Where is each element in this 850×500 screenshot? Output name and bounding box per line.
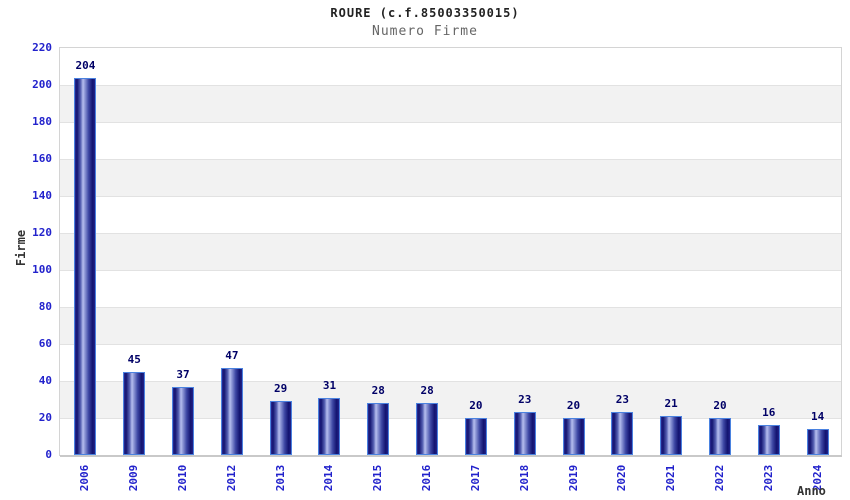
- x-tick-label: 2014: [322, 464, 336, 492]
- y-tick-label: 220: [32, 41, 52, 54]
- bar-value-label: 20: [469, 399, 483, 412]
- bar-value-label: 23: [615, 393, 629, 406]
- bar-2014: [318, 398, 341, 455]
- bar-2023: [757, 425, 780, 455]
- plot-band: [60, 159, 841, 196]
- bar-value-label: 21: [664, 397, 678, 410]
- bar-value-label: 31: [322, 379, 337, 392]
- bar-2012: [220, 368, 243, 455]
- gridline: [60, 196, 841, 197]
- x-tick-label: 2020: [615, 464, 629, 492]
- y-tick-label: 120: [32, 226, 52, 239]
- bar-value-label: 16: [762, 406, 776, 419]
- gridline: [60, 85, 841, 86]
- x-axis-line: [60, 455, 842, 457]
- y-tick-label: 180: [32, 115, 52, 128]
- x-tick-label: 2010: [176, 464, 190, 492]
- plot-band: [60, 122, 841, 159]
- plot-band: [60, 233, 841, 270]
- y-tick-label: 80: [38, 300, 52, 313]
- y-tick-label: 140: [32, 189, 52, 202]
- plot-area: 204 45 37 47 29 31 28 28 20 23 20 23 21 20 16 14: [59, 47, 842, 456]
- chart-title: ROURE (c.f.85003350015): [330, 6, 520, 20]
- bar-2016: [416, 403, 439, 455]
- gridline: [60, 381, 841, 382]
- gridline: [60, 270, 841, 271]
- bar-value-label: 204: [75, 59, 96, 72]
- gridline: [60, 159, 841, 160]
- bar-2017: [464, 418, 487, 455]
- bar-value-label: 20: [713, 399, 727, 412]
- bar-2018: [513, 412, 536, 455]
- bar-2024: [806, 429, 829, 455]
- y-tick-label: 160: [32, 152, 52, 165]
- y-tick-label: 40: [38, 374, 52, 387]
- gridline: [60, 344, 841, 345]
- x-tick-label: 2012: [224, 464, 238, 492]
- x-tick-label: 2018: [517, 464, 531, 492]
- plot-band: [60, 85, 841, 122]
- x-tick-label: 2023: [761, 464, 775, 492]
- y-tick-label: 0: [45, 448, 52, 461]
- plot-band: [60, 48, 841, 85]
- bar-2020: [611, 412, 634, 455]
- gridline: [60, 122, 841, 123]
- plot-band: [60, 196, 841, 233]
- bar-value-label: 45: [127, 353, 141, 366]
- x-tick-label: 2006: [78, 464, 92, 492]
- bar-value-label: 23: [518, 393, 532, 406]
- bar-2021: [660, 416, 683, 455]
- bar-value-label: 29: [274, 382, 288, 395]
- bar-2010: [172, 387, 195, 455]
- y-tick-label: 60: [38, 337, 52, 350]
- gridline: [60, 307, 841, 308]
- bar-2009: [123, 372, 146, 455]
- bar-2006: [74, 78, 97, 455]
- x-tick-label: 2015: [371, 464, 385, 492]
- plot-band: [60, 344, 841, 381]
- x-tick-label: 2013: [273, 464, 287, 492]
- gridline: [60, 233, 841, 234]
- y-tick-label: 100: [32, 263, 52, 276]
- x-tick-label: 2019: [566, 464, 580, 492]
- bar-2022: [708, 418, 731, 455]
- plot-band: [60, 270, 841, 307]
- bar-value-label: 14: [810, 410, 825, 423]
- bar-value-label: 37: [176, 368, 190, 381]
- bar-2015: [367, 403, 390, 455]
- plot-band: [60, 307, 841, 344]
- bar-value-label: 28: [371, 384, 385, 397]
- bar-2019: [562, 418, 585, 455]
- y-tick-label: 20: [38, 411, 52, 424]
- x-axis-title: Anno: [797, 484, 826, 498]
- x-tick-label: 2009: [127, 464, 141, 492]
- bar-value-label: 28: [420, 384, 434, 397]
- chart-subtitle: Numero Firme: [372, 24, 478, 39]
- y-axis-title: Firme: [14, 229, 28, 267]
- bar-value-label: 20: [566, 399, 581, 412]
- x-tick-label: 2021: [664, 464, 678, 492]
- x-tick-label: 2022: [712, 464, 726, 492]
- x-tick-label: 2017: [468, 464, 482, 492]
- bar-value-label: 47: [225, 349, 239, 362]
- y-tick-label: 200: [32, 78, 52, 91]
- bar-2013: [269, 401, 292, 455]
- x-tick-label: 2016: [420, 464, 434, 492]
- gridline: [60, 418, 841, 419]
